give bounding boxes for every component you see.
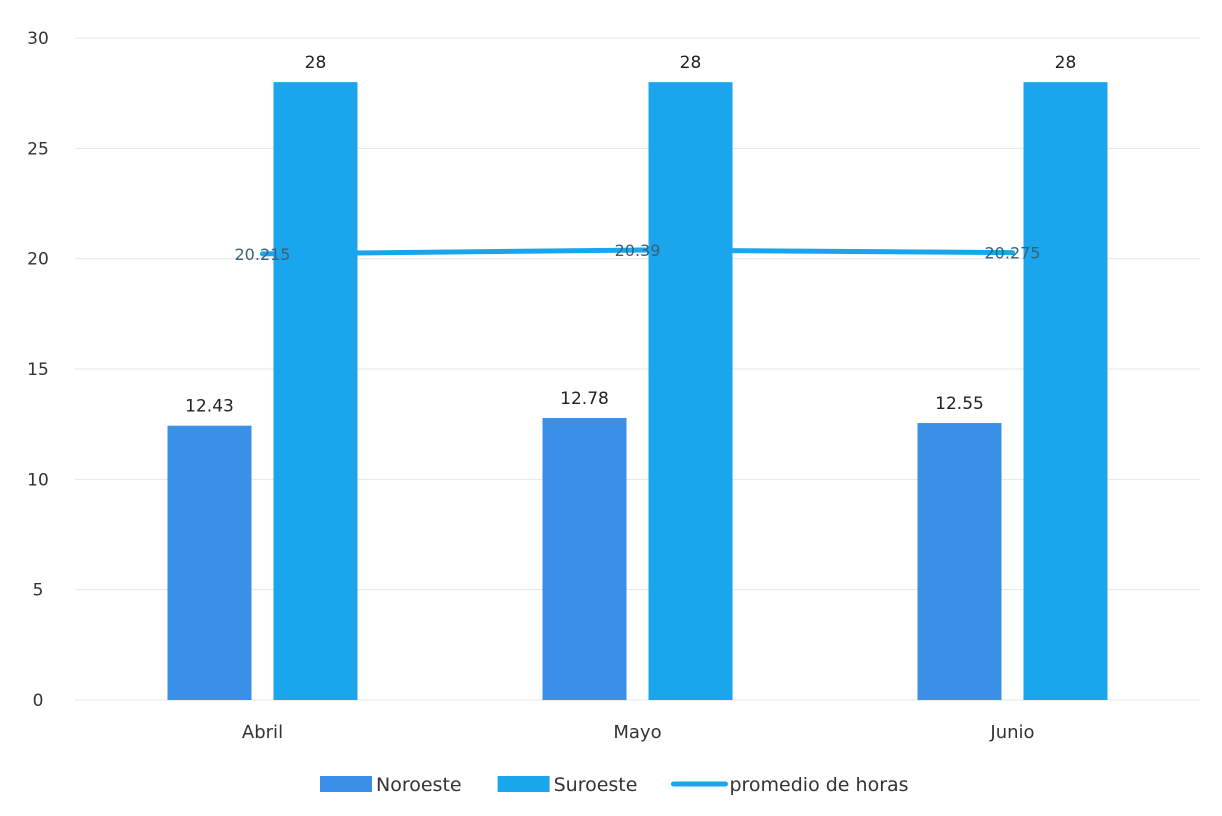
y-tick-label: 30	[27, 29, 49, 49]
bar-value-label: 28	[680, 53, 702, 73]
legend-label: Noroeste	[376, 774, 462, 796]
legend: Noroeste Suroeste promedio de horas	[320, 774, 909, 796]
y-tick-label: 5	[33, 581, 44, 601]
legend-label: Suroeste	[554, 774, 638, 796]
y-tick-label: 15	[27, 360, 49, 380]
data-labels: 12.43 28 12.78 28 12.55 28 20.215 20.39 20.275	[185, 53, 1076, 417]
line-value-label: 20.215	[235, 245, 291, 264]
bar-value-label: 28	[305, 53, 327, 73]
line-value-label: 20.275	[985, 244, 1041, 263]
bar-suroeste	[1023, 82, 1108, 701]
bar-value-label: 12.43	[185, 397, 234, 417]
bar-noroeste	[167, 425, 252, 700]
bars	[167, 82, 1108, 701]
x-category-label: Abril	[242, 722, 283, 743]
legend-swatch	[497, 776, 550, 792]
y-axis-ticks: 0 5 10 15 20 25 30	[27, 29, 49, 711]
y-tick-label: 0	[33, 691, 44, 711]
bar-noroeste	[542, 417, 627, 700]
bar-suroeste	[273, 82, 358, 701]
series-line	[260, 247, 1015, 257]
line-value-label: 20.39	[615, 241, 661, 260]
bar-value-label: 28	[1055, 53, 1077, 73]
bar-noroeste	[917, 423, 1002, 700]
bar-suroeste	[648, 82, 733, 701]
x-category-label: Junio	[989, 722, 1034, 743]
legend-swatch	[320, 776, 372, 792]
y-tick-label: 10	[27, 470, 49, 490]
gridlines	[75, 37, 1200, 701]
legend-label: promedio de horas	[729, 774, 908, 796]
x-axis-categories: Abril Mayo Junio	[242, 722, 1035, 743]
y-tick-label: 25	[27, 139, 49, 159]
x-category-label: Mayo	[613, 722, 661, 743]
y-tick-label: 20	[27, 250, 49, 270]
bar-value-label: 12.55	[935, 394, 984, 414]
average-line	[260, 247, 1015, 257]
bar-value-label: 12.78	[560, 389, 609, 409]
